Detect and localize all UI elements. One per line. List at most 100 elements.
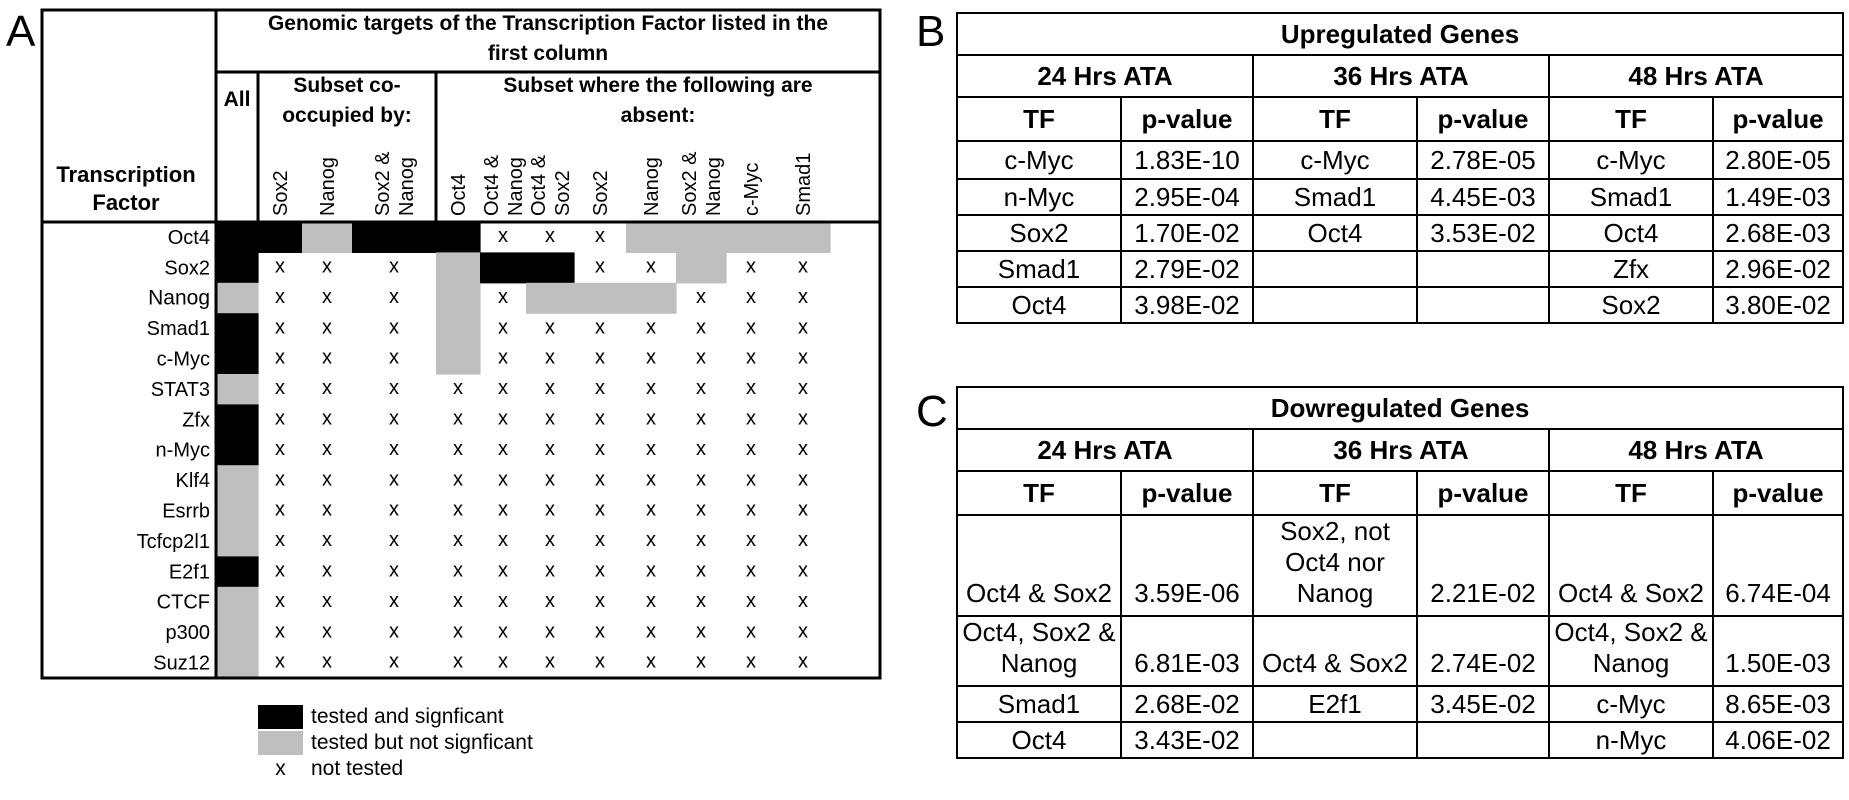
cell-not-tested-mark: x	[595, 255, 605, 277]
down-col-p: p-value	[1416, 470, 1550, 516]
panel-a-row-labels: Oct4 Sox2 Nanog Smad1 c-Myc STAT3 Zfx n-Myc Klf4…	[137, 227, 210, 675]
cell-not-significant	[626, 222, 677, 253]
cell-not-significant	[216, 282, 259, 314]
column-header: Sox2 &	[679, 151, 701, 216]
cell-not-tested-mark: x	[322, 468, 332, 490]
cell-not-tested-mark: x	[498, 468, 508, 490]
cell-not-significant	[216, 374, 259, 405]
p-value-cell: 8.65E-03	[1711, 685, 1845, 723]
cell-not-tested-mark: x	[646, 620, 656, 642]
tf-cell: n-Myc	[1548, 721, 1714, 759]
cell-not-tested-mark: x	[389, 468, 399, 490]
cell-not-tested-mark: x	[545, 225, 555, 247]
cell-not-tested-mark: x	[696, 286, 706, 308]
p-value-cell: 4.06E-02	[1711, 721, 1845, 759]
cell-not-tested-mark: x	[696, 438, 706, 460]
cell-not-significant	[626, 282, 677, 314]
cell-not-tested-mark: x	[322, 255, 332, 277]
cell-not-tested-mark: x	[646, 316, 656, 338]
cell-not-tested-mark: x	[696, 559, 706, 581]
cell-not-tested-mark: x	[746, 316, 756, 338]
column-header: Oct4 &	[528, 154, 550, 216]
tf-cell: E2f1	[1252, 685, 1418, 723]
cell-not-tested-mark: x	[798, 347, 808, 369]
cell-not-tested-mark: x	[798, 438, 808, 460]
cell-not-tested-mark: x	[498, 316, 508, 338]
p-value-cell: 3.53E-02	[1416, 214, 1550, 252]
cell-not-tested-mark: x	[696, 407, 706, 429]
p-value-cell	[1416, 250, 1550, 288]
cell-significant	[216, 404, 259, 436]
cell-not-significant	[526, 282, 575, 314]
cell-not-tested-mark: x	[746, 529, 756, 551]
cell-not-tested-mark: x	[389, 590, 399, 612]
tf-cell	[1252, 250, 1418, 288]
p-value-cell: 1.70E-02	[1120, 214, 1254, 252]
downregulated-title: Dowregulated Genes	[955, 386, 1845, 430]
cell-not-tested-mark: x	[389, 255, 399, 277]
cell-not-tested-mark: x	[545, 316, 555, 338]
p-value-cell: 2.78E-05	[1416, 140, 1550, 180]
cell-not-tested-mark: x	[595, 347, 605, 369]
column-header: Sox2	[270, 170, 292, 216]
cell-not-tested-mark: x	[646, 347, 656, 369]
row-label: CTCF	[157, 592, 210, 614]
row-label: Suz12	[153, 652, 210, 674]
tf-cell: Oct4	[1252, 214, 1418, 252]
cell-not-tested-mark: x	[498, 407, 508, 429]
panel-a-subset-co-line1: Subset co-	[293, 74, 400, 97]
cell-not-tested-mark: x	[453, 468, 463, 490]
cell-not-tested-mark: x	[646, 255, 656, 277]
p-value-cell: 4.45E-03	[1416, 178, 1550, 216]
cell-significant	[216, 252, 259, 284]
panel-a-text: Genomic targets of the Transcription Fac…	[56, 12, 828, 215]
cell-not-significant	[216, 586, 259, 618]
cell-not-significant	[574, 282, 627, 314]
up-row: Smad1 2.79E-02 Zfx 2.96E-02	[956, 250, 1845, 288]
cell-not-tested-mark: x	[746, 407, 756, 429]
p-value-cell: 6.81E-03	[1120, 615, 1254, 687]
row-label: Tcfcp2l1	[137, 531, 210, 553]
tf-cell: Oct4 & Sox2	[956, 514, 1122, 617]
cell-not-tested-mark: x	[798, 590, 808, 612]
column-header: Nanog	[505, 157, 527, 216]
cell-not-tested-mark: x	[545, 468, 555, 490]
cell-not-tested-mark: x	[746, 499, 756, 521]
cell-not-tested-mark: x	[322, 620, 332, 642]
cell-not-significant	[726, 222, 777, 253]
cell-not-tested-mark: x	[453, 499, 463, 521]
cell-not-tested-mark: x	[389, 316, 399, 338]
cell-not-tested-mark: x	[275, 407, 285, 429]
cell-not-significant	[776, 222, 831, 253]
legend-swatch-significant	[258, 705, 303, 729]
cell-not-tested-mark: x	[498, 529, 508, 551]
cell-not-tested-mark: x	[798, 316, 808, 338]
cell-not-tested-mark: x	[322, 347, 332, 369]
legend-label-not-tested: not tested	[311, 757, 404, 780]
panel-a-legend: tested and signficant tested but not sig…	[258, 704, 533, 782]
down-col-p: p-value	[1711, 470, 1845, 516]
cell-not-tested-mark: x	[646, 468, 656, 490]
cell-not-tested-mark: x	[453, 620, 463, 642]
panel-label-c: C	[916, 387, 948, 436]
cell-not-tested-mark: x	[595, 468, 605, 490]
tf-cell: Oct4	[956, 721, 1122, 759]
cell-not-tested-mark: x	[545, 377, 555, 399]
p-value-cell: 3.45E-02	[1416, 685, 1550, 723]
cell-not-tested-mark: x	[595, 316, 605, 338]
cell-not-tested-mark: x	[595, 438, 605, 460]
cell-not-tested-mark: x	[322, 559, 332, 581]
legend-item-not-significant: tested but not signficant	[258, 730, 533, 756]
cell-not-tested-mark: x	[453, 377, 463, 399]
row-label: Sox2	[164, 257, 210, 279]
cell-not-tested-mark: x	[646, 407, 656, 429]
cell-significant	[352, 222, 437, 253]
p-value-cell: 2.80E-05	[1711, 140, 1845, 180]
cell-not-tested-mark: x	[275, 590, 285, 612]
down-col-p: p-value	[1120, 470, 1254, 516]
tf-cell: Oct4, Sox2 & Nanog	[956, 615, 1122, 687]
cell-not-tested-mark: x	[798, 620, 808, 642]
cell-not-tested-mark: x	[746, 347, 756, 369]
up-col-tf: TF	[956, 96, 1122, 142]
tf-cell: c-Myc	[956, 140, 1122, 180]
